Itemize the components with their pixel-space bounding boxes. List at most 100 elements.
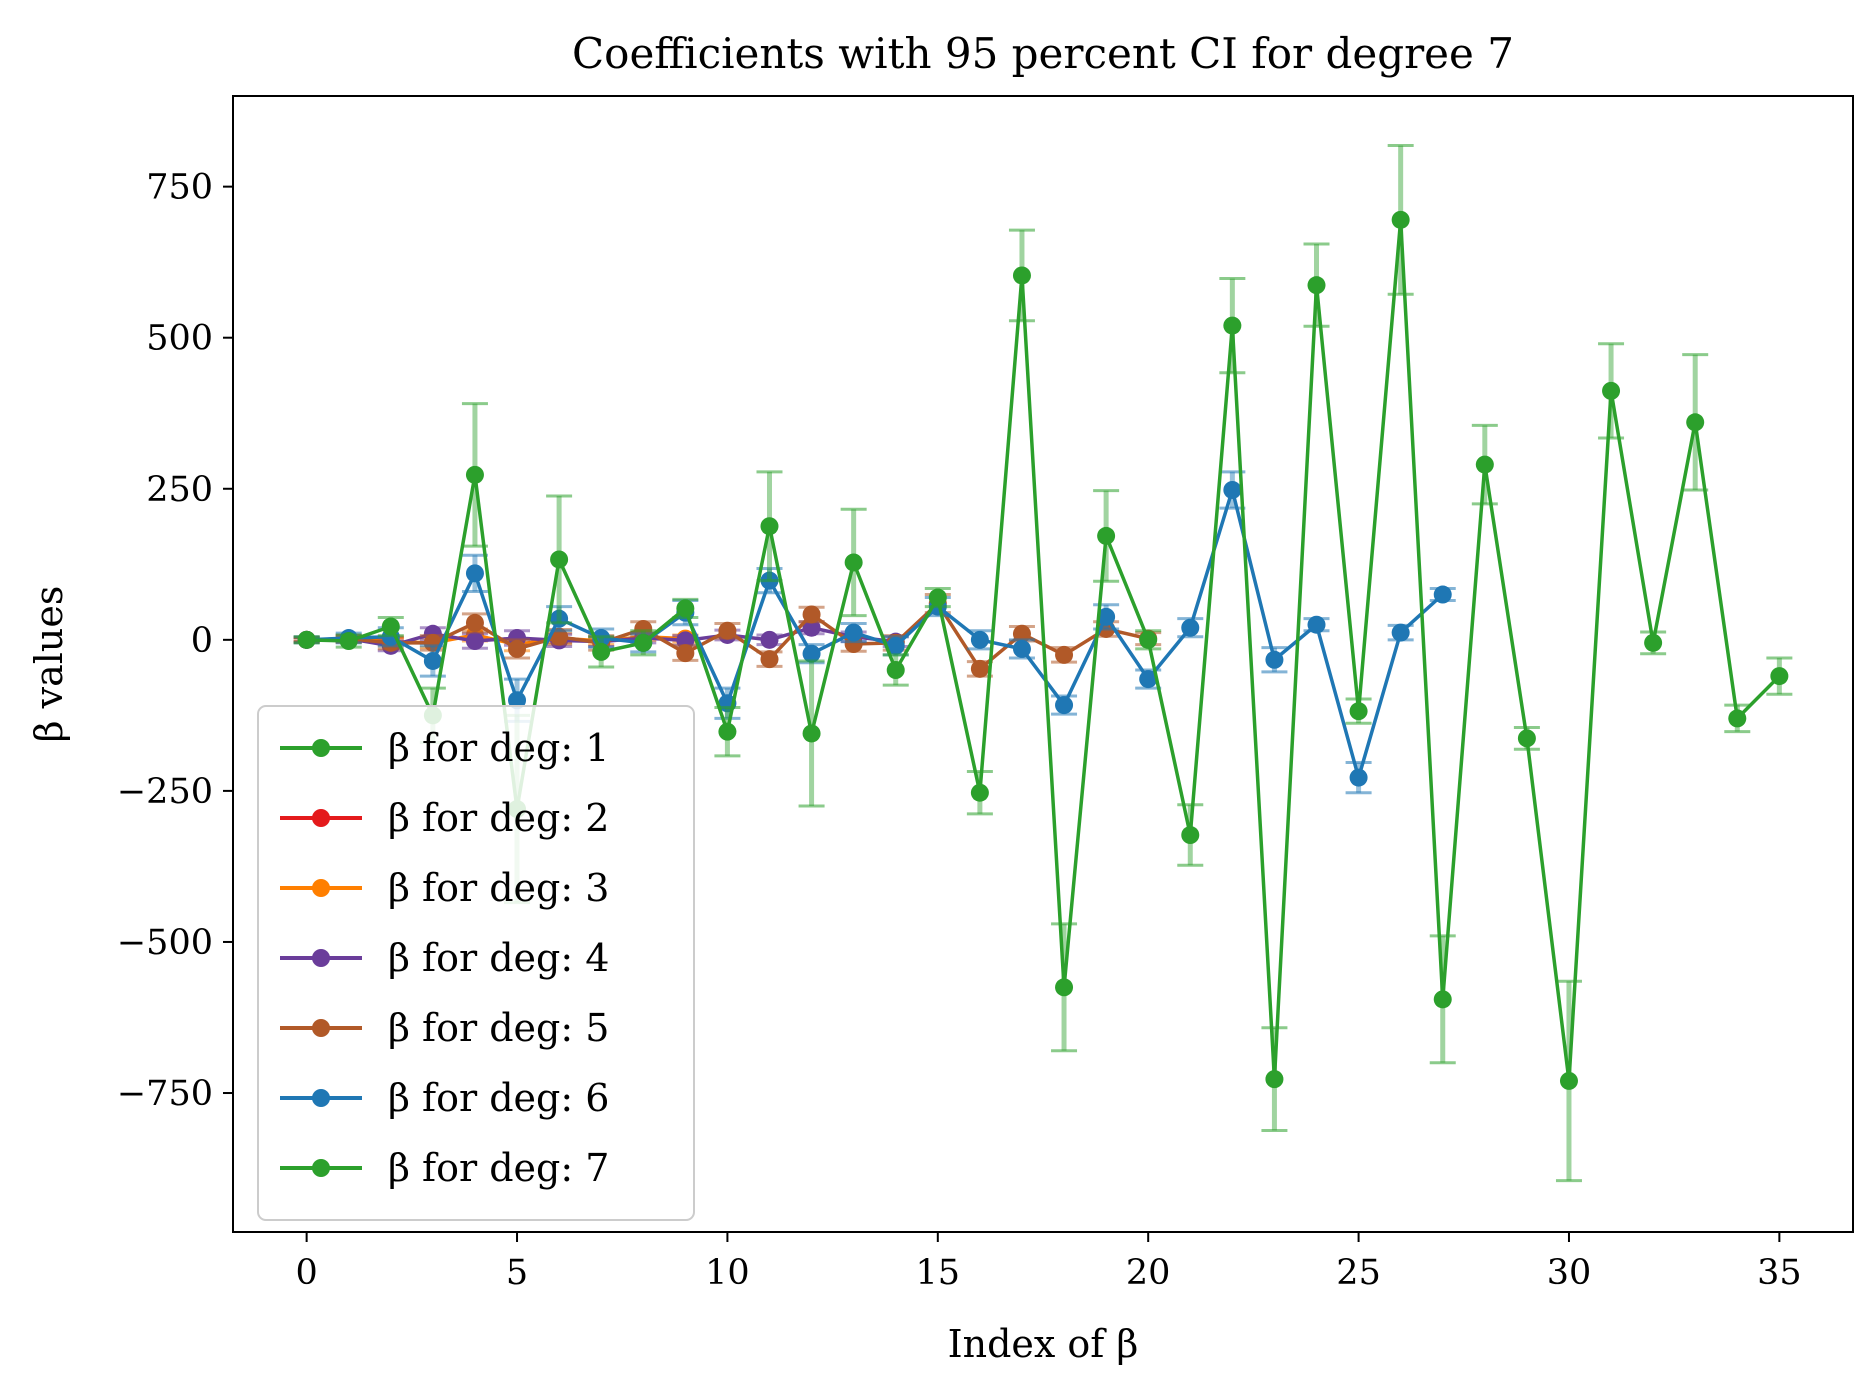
legend-marker: [312, 809, 330, 827]
data-point: [1012, 639, 1031, 658]
data-point: [970, 630, 989, 649]
legend-box: [257, 705, 695, 1221]
legend-marker: [312, 739, 330, 757]
data-point: [1265, 650, 1284, 669]
x-tick-label: 5: [506, 1253, 528, 1293]
series-layer: [293, 144, 1793, 1183]
data-point: [928, 588, 947, 607]
data-point: [508, 639, 527, 658]
data-point: [1475, 455, 1494, 474]
data-point: [1097, 526, 1116, 545]
data-point: [1433, 990, 1452, 1009]
y-tick-label: −500: [117, 923, 213, 963]
y-tick-label: −250: [117, 772, 213, 812]
legend-item: β for deg: 5: [280, 1006, 609, 1050]
data-point: [1181, 826, 1200, 845]
data-point: [1307, 615, 1326, 634]
data-point: [1349, 702, 1368, 721]
data-point: [465, 613, 484, 632]
series-line: [306, 218, 1781, 1083]
data-point: [634, 633, 653, 652]
data-point: [1223, 316, 1242, 335]
y-tick-label: −750: [117, 1074, 213, 1114]
legend-marker: [312, 949, 330, 967]
data-point: [1602, 381, 1621, 400]
legend-item: β for deg: 6: [280, 1076, 609, 1120]
x-tick-label: 25: [1336, 1253, 1381, 1293]
x-axis: 0 5 10 15 20 25 30 35: [295, 1232, 1802, 1293]
legend-marker: [312, 1159, 330, 1177]
legend-item: β for deg: 1: [280, 726, 609, 770]
legend-label: β for deg: 5: [388, 1006, 609, 1050]
legend-label: β for deg: 4: [388, 936, 609, 980]
legend-marker: [312, 1089, 330, 1107]
y-tick-label: 0: [191, 621, 213, 661]
legend-label: β for deg: 6: [388, 1076, 609, 1120]
data-point: [1391, 210, 1410, 229]
data-point: [1139, 670, 1158, 689]
data-point: [1265, 1070, 1284, 1089]
data-point: [1055, 696, 1074, 715]
legend-item: β for deg: 2: [280, 796, 609, 840]
data-point: [970, 659, 989, 678]
data-point: [592, 642, 611, 661]
data-point: [760, 650, 779, 669]
data-point: [1349, 768, 1368, 787]
data-point: [970, 783, 989, 802]
legend-label: β for deg: 3: [388, 866, 609, 910]
y-tick-label: 500: [146, 319, 213, 359]
x-tick-label: 10: [705, 1253, 750, 1293]
legend-label: β for deg: 1: [388, 726, 609, 770]
data-point: [297, 630, 316, 649]
plot-frame: [232, 95, 1854, 1233]
data-point: [844, 623, 863, 642]
data-point: [718, 621, 737, 640]
data-point: [1686, 413, 1705, 432]
legend-marker: [312, 1019, 330, 1037]
data-point: [1181, 618, 1200, 637]
data-point: [802, 644, 821, 663]
data-point: [1770, 667, 1789, 686]
data-point: [1139, 630, 1158, 649]
data-point: [886, 636, 905, 655]
data-point: [465, 465, 484, 484]
x-tick-label: 30: [1547, 1253, 1592, 1293]
y-axis-label: β values: [27, 586, 71, 743]
legend-item: β for deg: 7: [280, 1146, 609, 1190]
data-point: [1055, 645, 1074, 664]
legend-label: β for deg: 7: [388, 1146, 609, 1190]
data-point: [802, 724, 821, 743]
chart-title: Coefficients with 95 percent CI for degr…: [572, 29, 1514, 78]
data-point: [1644, 633, 1663, 652]
data-point: [465, 632, 484, 651]
y-tick-label: 750: [146, 168, 213, 208]
data-point: [465, 564, 484, 583]
data-point: [508, 691, 527, 710]
data-point: [550, 550, 569, 569]
data-point: [550, 627, 569, 646]
data-point: [1307, 276, 1326, 295]
y-axis: 750 500 250 0 −250 −500 −750: [117, 168, 233, 1114]
data-point: [1223, 480, 1242, 499]
data-point: [844, 553, 863, 572]
data-point: [886, 661, 905, 680]
legend: β for deg: 1 β for deg: 2 β for deg: 3 β fo…: [257, 705, 695, 1221]
x-tick-label: 20: [1126, 1253, 1171, 1293]
data-point: [1055, 978, 1074, 997]
legend-marker: [312, 879, 330, 897]
legend-item: β for deg: 4: [280, 936, 609, 980]
data-point: [339, 632, 358, 651]
data-point: [1012, 266, 1031, 285]
data-point: [1097, 607, 1116, 626]
x-tick-label: 0: [295, 1253, 317, 1293]
data-point: [1391, 623, 1410, 642]
data-point: [1517, 729, 1536, 748]
data-point: [1012, 624, 1031, 643]
data-point: [1728, 709, 1747, 728]
data-point: [676, 644, 695, 663]
series-7: [293, 144, 1793, 1183]
data-point: [1433, 585, 1452, 604]
x-tick-label: 35: [1757, 1253, 1802, 1293]
